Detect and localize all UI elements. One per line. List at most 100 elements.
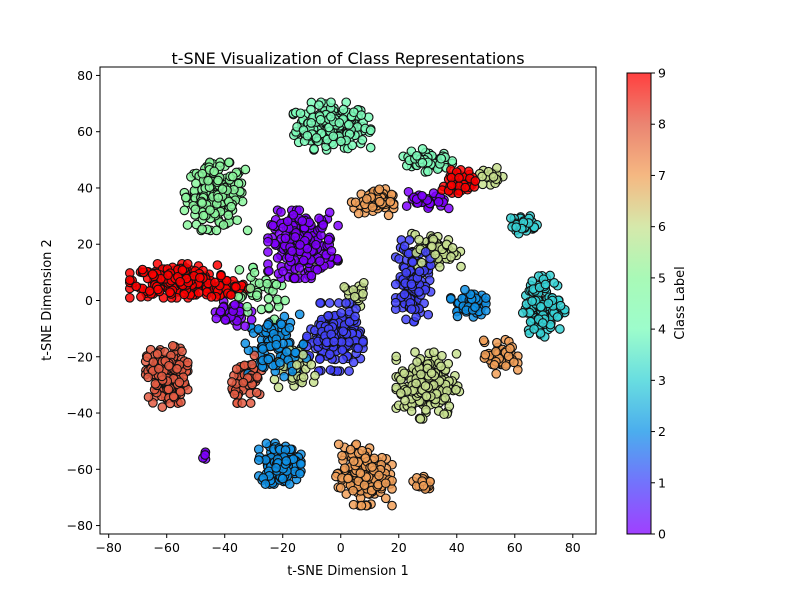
data-point <box>411 378 421 389</box>
data-point <box>284 323 295 333</box>
data-point <box>489 360 500 370</box>
data-point <box>348 456 359 467</box>
data-point <box>555 324 565 334</box>
data-point <box>180 192 191 203</box>
data-point <box>423 166 433 177</box>
data-point <box>137 264 148 275</box>
data-point <box>168 391 179 402</box>
data-point <box>451 384 461 395</box>
data-point <box>350 311 360 322</box>
data-point <box>456 261 466 272</box>
data-point <box>179 289 190 300</box>
x-tick-label: 60 <box>507 540 523 555</box>
data-point <box>287 246 297 256</box>
data-point <box>323 234 334 245</box>
data-point <box>191 178 201 189</box>
data-point <box>261 438 272 449</box>
data-point <box>295 468 305 479</box>
data-point <box>211 313 222 324</box>
data-point <box>481 293 491 303</box>
data-point <box>263 354 274 365</box>
data-point <box>491 346 501 357</box>
data-point <box>348 499 359 510</box>
data-point <box>209 166 220 177</box>
data-point <box>444 401 455 412</box>
data-point <box>356 110 367 120</box>
data-point <box>333 439 344 450</box>
data-point <box>399 368 410 379</box>
data-point <box>326 246 337 256</box>
data-point <box>177 346 187 357</box>
data-point <box>401 267 412 278</box>
data-point <box>205 205 215 215</box>
data-point <box>505 343 515 354</box>
data-point <box>218 220 229 230</box>
data-point <box>540 279 551 290</box>
data-point <box>365 142 376 153</box>
data-point <box>446 180 457 191</box>
data-point <box>549 278 560 288</box>
data-point <box>355 468 366 479</box>
data-point <box>324 298 335 308</box>
data-point <box>198 210 209 221</box>
data-point <box>131 281 142 292</box>
data-point <box>277 473 288 484</box>
data-point <box>436 153 447 164</box>
data-point <box>136 291 146 302</box>
data-point <box>152 349 163 359</box>
data-point <box>278 266 288 277</box>
data-point <box>310 370 320 381</box>
x-tick-label: −60 <box>154 540 180 555</box>
data-point <box>246 314 257 325</box>
data-point <box>269 374 280 385</box>
data-point <box>229 299 240 310</box>
data-point <box>223 210 234 221</box>
data-point <box>272 253 283 263</box>
y-tick-label: 60 <box>77 124 93 139</box>
data-point <box>240 338 251 349</box>
data-point <box>339 282 350 292</box>
x-tick-label: −20 <box>270 540 296 555</box>
data-point <box>417 158 428 168</box>
colorbar <box>626 72 652 535</box>
data-point <box>416 369 426 380</box>
data-point <box>387 500 397 511</box>
data-point <box>440 392 450 403</box>
data-point <box>417 144 428 154</box>
data-point <box>197 198 207 208</box>
data-point <box>436 361 446 372</box>
data-point <box>338 104 349 115</box>
data-point <box>231 282 241 292</box>
x-tick-label: −40 <box>212 540 238 555</box>
y-tick-label: 0 <box>85 293 93 308</box>
data-point <box>216 270 226 281</box>
data-point <box>226 201 237 212</box>
data-point <box>200 450 210 460</box>
data-point <box>337 345 348 355</box>
data-point <box>537 318 548 328</box>
data-point <box>491 368 502 379</box>
data-point <box>434 262 445 272</box>
data-point <box>500 361 511 371</box>
data-point <box>280 233 291 244</box>
data-point <box>426 368 437 379</box>
data-point <box>460 284 470 295</box>
data-point <box>294 263 305 273</box>
data-point <box>348 485 358 496</box>
data-point <box>527 276 538 287</box>
data-point <box>312 264 323 275</box>
data-point <box>217 184 228 194</box>
data-point <box>529 324 539 334</box>
data-point <box>315 298 325 308</box>
data-point <box>452 311 463 322</box>
data-point <box>470 176 481 186</box>
data-point <box>341 298 351 308</box>
data-point <box>153 284 163 295</box>
data-point <box>406 279 417 290</box>
data-point <box>552 312 563 322</box>
data-point <box>353 343 363 354</box>
x-axis-ticks: −80 −60 −40 −20 0 20 40 60 80 <box>96 534 581 555</box>
data-point <box>232 215 243 226</box>
data-point <box>215 306 226 317</box>
